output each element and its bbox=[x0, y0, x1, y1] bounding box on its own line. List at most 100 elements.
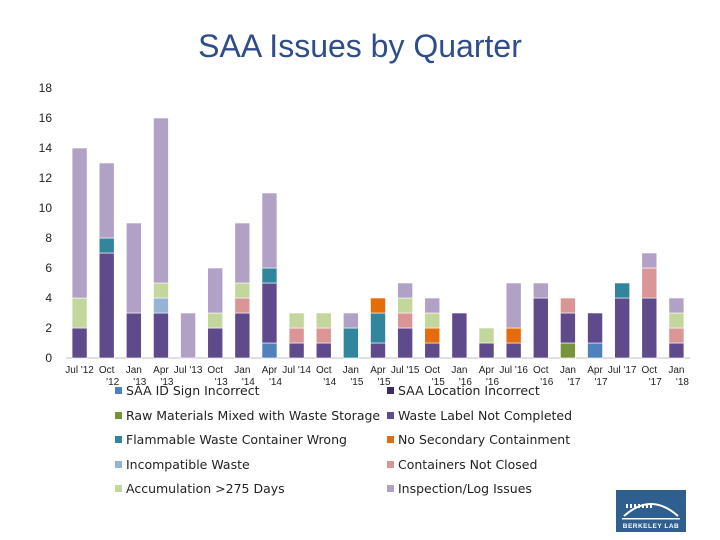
legend-item: Flammable Waste Container Wrong bbox=[115, 432, 347, 447]
x-tick-label: '17 bbox=[567, 377, 580, 388]
legend-item: No Secondary Containment bbox=[387, 432, 570, 447]
bar-segment bbox=[315, 327, 332, 344]
x-tick-label: Jan bbox=[451, 365, 467, 376]
bar-segment bbox=[315, 312, 332, 329]
y-tick-label: 4 bbox=[45, 291, 52, 305]
legend-swatch bbox=[115, 460, 122, 468]
x-tick-label: '18 bbox=[676, 377, 689, 388]
x-tick-label: Oct bbox=[207, 365, 223, 376]
legend-swatch bbox=[115, 436, 122, 443]
bar-segment bbox=[587, 342, 603, 359]
x-tick-label: Oct bbox=[533, 365, 549, 376]
y-tick-label: 12 bbox=[39, 171, 53, 185]
bar-segment bbox=[98, 237, 115, 254]
bar-segment bbox=[641, 297, 658, 359]
y-tick-label: 2 bbox=[45, 321, 52, 335]
legend-label: Waste Label Not Completed bbox=[398, 407, 573, 423]
bar-segment bbox=[560, 312, 576, 344]
legend-item: SAA ID Sign Incorrect bbox=[115, 383, 260, 398]
x-tick-label: Jul '14 bbox=[282, 365, 311, 376]
bar-segment bbox=[288, 327, 305, 344]
legend-swatch bbox=[387, 436, 394, 443]
x-tick-label: '14 bbox=[269, 377, 282, 388]
x-tick-label: '13 bbox=[215, 377, 228, 388]
bar-segment bbox=[641, 267, 658, 299]
x-tick-label: '15 bbox=[377, 377, 390, 388]
x-tick-label: Jan bbox=[560, 365, 576, 376]
bar-segment bbox=[424, 297, 441, 314]
bar-segment bbox=[153, 117, 169, 284]
bar-segment bbox=[261, 267, 278, 284]
x-tick-label: '15 bbox=[350, 377, 363, 388]
bar-segment bbox=[560, 342, 576, 359]
x-tick-label: '14 bbox=[242, 377, 255, 388]
bar-segment bbox=[560, 297, 576, 314]
bar-segment bbox=[397, 297, 413, 314]
y-tick-label: 10 bbox=[39, 201, 53, 215]
bar-segment bbox=[424, 327, 441, 344]
bar-segment bbox=[397, 312, 413, 329]
bar-segment bbox=[261, 282, 278, 344]
legend-label: SAA ID Sign Incorrect bbox=[126, 383, 260, 398]
legend-label: Flammable Waste Container Wrong bbox=[126, 432, 347, 447]
bar-segment bbox=[98, 162, 115, 239]
legend-label: Accumulation >275 Days bbox=[126, 481, 285, 496]
y-tick-label: 18 bbox=[39, 81, 53, 95]
bar-segment bbox=[71, 147, 88, 299]
bar-segment bbox=[451, 312, 468, 359]
x-tick-label: Jul '15 bbox=[391, 365, 420, 376]
x-tick-label: '16 bbox=[540, 377, 553, 388]
bar-segment bbox=[397, 327, 413, 359]
bar-segment bbox=[180, 312, 196, 359]
legend-label: Containers Not Closed bbox=[398, 456, 538, 472]
x-tick-label: '15 bbox=[432, 377, 445, 388]
legend-item: Accumulation >275 Days bbox=[115, 481, 285, 496]
legend-label: SAA Location Incorrect bbox=[398, 383, 540, 398]
bar-segment bbox=[207, 312, 224, 329]
bar-segment bbox=[424, 312, 441, 329]
bar-segment bbox=[234, 312, 251, 359]
x-tick-label: Jan bbox=[343, 365, 359, 376]
legend-label: No Secondary Containment bbox=[398, 432, 571, 447]
x-tick-label: Apr bbox=[370, 365, 386, 376]
y-tick-label: 16 bbox=[39, 111, 53, 125]
x-tick-label: Oct bbox=[424, 365, 440, 376]
bar-segment bbox=[343, 312, 359, 329]
x-tick-label: Jan bbox=[234, 365, 250, 376]
bar-segment bbox=[234, 297, 251, 314]
x-tick-label: '12 bbox=[106, 377, 119, 388]
legend-label: Raw Materials Mixed with Waste Storage bbox=[126, 407, 381, 423]
bar-segment bbox=[397, 282, 413, 299]
legend-item: Incompatible Waste bbox=[115, 457, 250, 472]
bar-segment bbox=[234, 222, 251, 284]
bar-segment bbox=[478, 327, 495, 344]
lab-building-icon bbox=[616, 490, 686, 532]
y-tick-label: 6 bbox=[45, 261, 52, 275]
bar-segment bbox=[261, 342, 278, 359]
bar-segment bbox=[668, 327, 685, 344]
x-tick-label: '13 bbox=[133, 377, 146, 388]
bar-segment bbox=[668, 297, 685, 314]
x-tick-label: Apr bbox=[262, 365, 278, 376]
x-tick-label: Apr bbox=[479, 365, 495, 376]
legend-swatch bbox=[387, 460, 394, 468]
x-tick-label: '14 bbox=[323, 377, 336, 388]
bar-segment bbox=[153, 297, 169, 314]
x-tick-label: Apr bbox=[587, 365, 603, 376]
bar-segment bbox=[343, 327, 359, 359]
legend-item: Inspection/Log Issues bbox=[387, 481, 532, 496]
x-tick-label: '16 bbox=[459, 377, 472, 388]
bar-segment bbox=[478, 342, 495, 359]
bar-segment bbox=[234, 282, 251, 299]
x-tick-label: Jul '17 bbox=[608, 365, 637, 376]
x-tick-label: Oct bbox=[99, 365, 115, 376]
bar-segment bbox=[71, 297, 88, 329]
bar-segment bbox=[668, 312, 685, 329]
chart-title: SAA Issues by Quarter bbox=[198, 28, 522, 64]
legend-swatch bbox=[387, 485, 394, 492]
legend-item: Waste Label Not Completed bbox=[387, 408, 572, 423]
bar-segment bbox=[505, 327, 522, 344]
legend-item: Raw Materials Mixed with Waste Storage bbox=[115, 408, 380, 423]
legend-swatch bbox=[115, 411, 122, 419]
legend-swatch bbox=[387, 411, 394, 419]
